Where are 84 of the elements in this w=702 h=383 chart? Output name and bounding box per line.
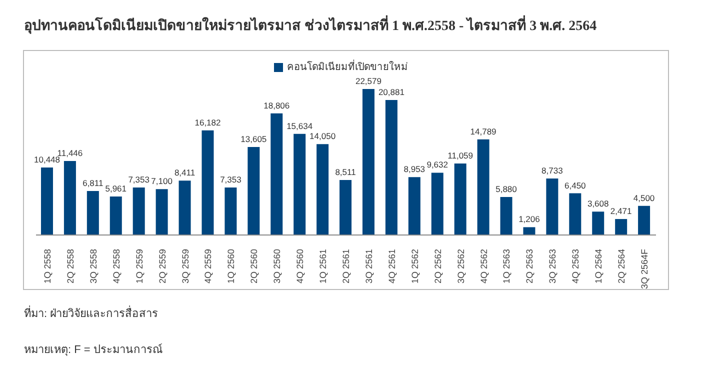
bar	[385, 100, 398, 235]
data-label: 11,059	[448, 150, 474, 160]
x-tick-label: 3Q 2558	[88, 249, 98, 284]
data-label: 3,608	[587, 198, 610, 209]
bar	[64, 160, 76, 235]
x-tick-label: 4Q 2559	[203, 249, 214, 284]
bar	[431, 172, 444, 235]
data-label: 7,353	[220, 174, 242, 184]
x-tick-label: 3Q 2559	[180, 249, 190, 284]
bar	[178, 180, 191, 235]
data-label: 18,806	[264, 100, 290, 110]
x-tick-label: 1Q 2563	[502, 249, 512, 284]
bar	[294, 134, 306, 235]
bar	[500, 196, 512, 235]
x-tick-label: 1Q 2559	[134, 249, 144, 284]
data-label: 8,511	[335, 166, 356, 177]
data-label: 8,733	[542, 166, 564, 176]
x-tick-label: 4Q 2563	[570, 249, 581, 284]
data-label: 2,471	[610, 206, 632, 216]
x-tick-label: 2Q 2562	[432, 249, 443, 284]
x-tick-label: 1Q 2560	[226, 249, 236, 284]
bar	[132, 187, 145, 235]
bar	[156, 189, 168, 235]
x-tick-label: 4Q 2561	[386, 249, 397, 284]
x-tick-label: 2Q 2563	[524, 249, 535, 284]
bar	[592, 212, 604, 235]
x-tick-label: 3Q 2563	[548, 249, 558, 284]
bar	[316, 144, 329, 235]
bar	[110, 196, 122, 235]
bar	[86, 190, 99, 235]
bar	[454, 163, 466, 235]
x-tick-label: 3Q 2564F	[640, 248, 650, 290]
bar	[546, 178, 558, 235]
data-label: 14,789	[470, 126, 497, 136]
data-label: 6,450	[564, 180, 586, 190]
x-tick-label: 2Q 2558	[65, 249, 76, 284]
x-tick-label: 4Q 2562	[478, 249, 489, 284]
data-label: 8,953	[404, 164, 426, 174]
x-tick-label: 2Q 2560	[249, 249, 260, 284]
bar	[340, 180, 352, 235]
data-label: 9,632	[426, 160, 448, 170]
x-tick-label: 3Q 2560	[272, 249, 282, 284]
data-label: 14,050	[310, 131, 336, 142]
bar	[477, 139, 490, 235]
data-label: 13,605	[240, 134, 267, 144]
data-label: 7,100	[151, 176, 173, 186]
bar	[202, 130, 214, 235]
bar	[248, 147, 260, 235]
x-tick-label: 3Q 2562	[456, 249, 466, 284]
x-tick-label: 2Q 2564	[616, 249, 627, 284]
x-tick-label: 1Q 2562	[410, 249, 420, 284]
bar	[638, 206, 650, 235]
bar	[270, 113, 283, 235]
data-label: 20,881	[378, 86, 405, 97]
data-label: 11,446	[57, 148, 83, 158]
bar	[362, 89, 374, 235]
data-label: 22,579	[355, 76, 382, 86]
bar	[41, 167, 53, 235]
data-label: 15,634	[286, 120, 313, 131]
bar	[523, 227, 536, 235]
chart-title: อุปทานคอนโดมิเนียมเปิดขายใหม่รายไตรมาส ช่วงไตรมาสที่ 1 พ.ศ.2558 - ไตรมาสที่ 3 พ.ศ. 2564	[24, 14, 598, 36]
bar	[569, 193, 582, 235]
bar	[408, 177, 420, 235]
data-label: 5,961	[105, 183, 127, 194]
data-label: 16,182	[194, 117, 222, 128]
data-label: 1,206	[518, 214, 540, 224]
legend-label: คอนโดมิเนียมที่เปิดขายใหม่	[287, 62, 408, 73]
x-tick-label: 1Q 2561	[318, 249, 328, 284]
text: หมายเหตุ: F = ประมานการณ์	[24, 342, 164, 358]
data-label: 4,500	[633, 192, 655, 203]
data-label: 5,880	[496, 184, 518, 194]
x-tick-label: 1Q 2564	[594, 249, 604, 284]
data-label: 6,811	[82, 178, 104, 188]
x-tick-label: 2Q 2561	[341, 249, 351, 284]
bar	[224, 187, 237, 235]
x-tick-label: 2Q 2559	[157, 249, 168, 284]
bar	[615, 219, 628, 235]
text: ที่มา: ฝ่ายวิจัยและการสื่อสาร	[24, 304, 160, 322]
x-tick-label: 3Q 2561	[364, 249, 374, 284]
x-tick-label: 4Q 2560	[295, 249, 306, 284]
data-label: 8,411	[174, 168, 196, 178]
x-tick-label: 4Q 2558	[111, 249, 122, 284]
x-tick-label: 1Q 2558	[42, 249, 52, 284]
data-label: 7,353	[128, 174, 150, 184]
